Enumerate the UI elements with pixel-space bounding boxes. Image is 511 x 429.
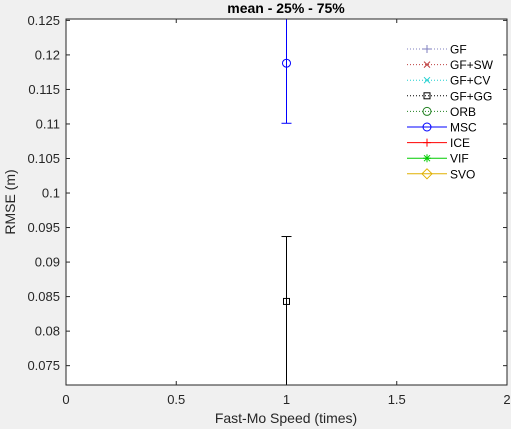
legend-label: ICE — [450, 136, 470, 150]
legend-marker-shape — [423, 92, 431, 100]
legend-marker — [423, 138, 431, 147]
legend-marker-shape — [423, 61, 431, 68]
y-axis-label: RMSE (m) — [2, 169, 18, 234]
x-tick-label: 0.5 — [167, 392, 185, 407]
legend-marker — [423, 61, 431, 68]
y-tick-label: 0.105 — [27, 151, 60, 166]
legend-marker — [423, 154, 431, 163]
y-tick-label: 0.11 — [36, 116, 60, 131]
legend-item-gf: GF — [407, 43, 467, 57]
legend-marker-shape — [423, 45, 431, 53]
legend-label: VIF — [450, 152, 469, 166]
y-tick-label: 0.12 — [35, 47, 60, 62]
legend-label: GF — [450, 43, 467, 57]
legend-item-gf-sw: GF+SW — [407, 58, 494, 72]
y-tick-label: 0.08 — [35, 324, 60, 339]
axes-box — [65, 18, 508, 386]
legend-item-vif: VIF — [407, 152, 469, 166]
x-tick-label: 1.5 — [388, 392, 406, 407]
legend-label: GF+GG — [450, 89, 492, 103]
legend-marker — [422, 122, 432, 132]
legend-marker-shape — [423, 138, 431, 147]
legend-item-gf-gg: GF+GG — [407, 89, 492, 103]
y-tick-label: 0.115 — [28, 82, 60, 97]
mean-marker-shape — [283, 297, 290, 305]
mean-marker — [282, 58, 291, 68]
legend-item-ice: ICE — [407, 136, 470, 150]
legend-item-orb: ORB — [407, 105, 476, 119]
legend-marker-shape — [422, 122, 432, 132]
legend-label: SVO — [450, 167, 475, 181]
legend-item-gf-cv: GF+CV — [407, 74, 490, 88]
legend-marker — [423, 76, 431, 84]
legend-label: GF+CV — [450, 74, 490, 88]
axes — [65, 18, 508, 386]
chart-title: mean - 25% - 75% — [227, 0, 345, 16]
y-tick-label: 0.075 — [27, 358, 60, 373]
legend-marker-shape — [423, 76, 431, 84]
y-tick-label: 0.095 — [27, 220, 60, 235]
mean-marker — [283, 297, 290, 305]
legend-label: GF+SW — [450, 58, 494, 72]
y-tick-label: 0.125 — [27, 13, 60, 28]
legend-label: ORB — [450, 105, 476, 119]
x-tick-label: 0 — [62, 392, 69, 407]
y-tick-label: 0.1 — [42, 186, 60, 201]
x-tick-label: 1 — [283, 392, 290, 407]
legend-marker-shape — [422, 106, 432, 116]
legend-marker-shape — [421, 168, 433, 180]
legend-marker — [423, 45, 431, 53]
legend-item-svo: SVO — [407, 167, 475, 181]
legend-marker — [423, 92, 431, 100]
y-tick-label: 0.09 — [35, 255, 60, 270]
x-axis-label: Fast-Mo Speed (times) — [215, 410, 357, 426]
axis-ticks: 0 0.5 1 1.5 2 0.075 0.08 0.085 0.09 0.095 0.1 0.105… — [27, 13, 510, 407]
legend-marker-shape — [423, 154, 431, 163]
legend-marker — [422, 106, 432, 116]
legend-marker — [421, 168, 433, 180]
legend-item-msc: MSC — [407, 121, 477, 135]
legend-label: MSC — [450, 121, 477, 135]
y-tick-label: 0.085 — [27, 289, 60, 304]
x-tick-label: 2 — [503, 392, 510, 407]
mean-marker-shape — [282, 58, 291, 68]
